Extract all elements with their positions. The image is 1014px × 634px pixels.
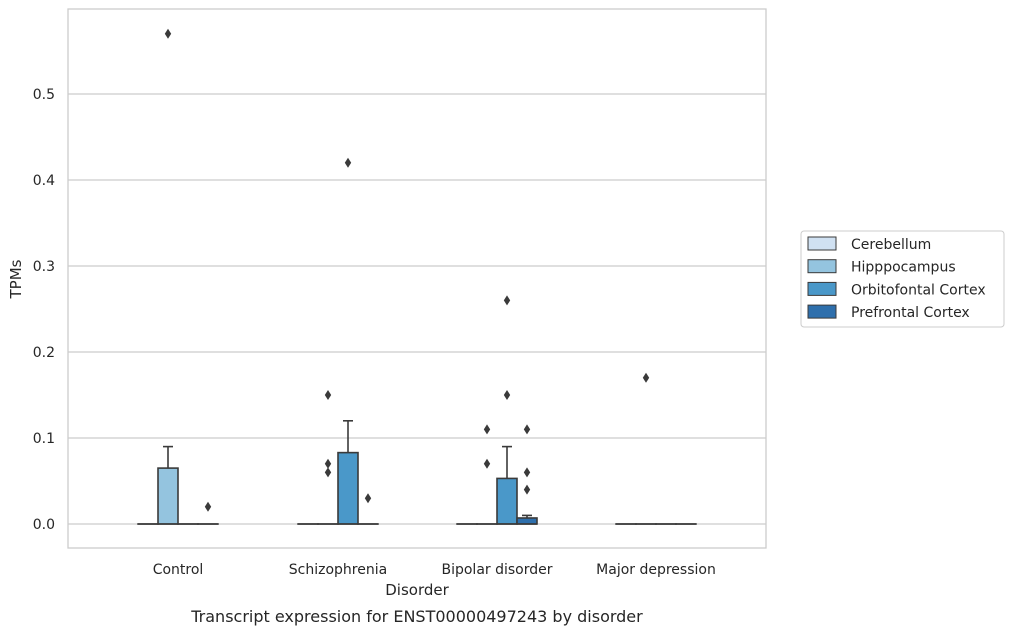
outlier-point — [483, 424, 491, 435]
box-hipppocampus — [317, 390, 339, 525]
outlier-point — [324, 390, 332, 400]
box-orbitofontal-cortex — [337, 157, 359, 525]
y-tick-label: 0.4 — [33, 173, 55, 189]
outlier-point — [324, 458, 332, 469]
plot-frame — [67, 8, 767, 549]
y-axis-label: TPMs — [7, 259, 25, 299]
figure-caption: Transcript expression for ENST0000049724… — [190, 607, 643, 626]
legend-swatch — [807, 259, 837, 274]
legend: Cerebellum Hipppocampus Orbitofontal Corte… — [800, 230, 1005, 328]
grid — [68, 93, 766, 525]
box-body — [496, 477, 518, 525]
outlier-point — [503, 295, 511, 306]
x-tick-label: Bipolar disorder — [441, 562, 552, 578]
outlier-point — [523, 484, 531, 495]
legend-label: Hipppocampus — [851, 260, 956, 276]
x-tick-label: Control — [153, 562, 204, 578]
box-hipppocampus — [476, 424, 498, 525]
boxes — [137, 28, 697, 525]
outlier-point — [503, 390, 511, 400]
legend-swatch — [807, 281, 837, 296]
box-body — [337, 451, 359, 525]
x-ticks: Control Schizophrenia Bipolar disorder Majo… — [153, 562, 716, 578]
legend-label: Cerebellum — [851, 237, 931, 253]
legend-label: Prefrontal Cortex — [851, 305, 970, 321]
x-axis-label: Disorder — [385, 581, 449, 599]
x-tick-label: Schizophrenia — [289, 562, 387, 578]
legend-label: Orbitofontal Cortex — [851, 282, 986, 298]
y-ticks: 0.0 0.1 0.2 0.3 0.4 0.5 — [33, 87, 55, 533]
outlier-point — [364, 493, 372, 504]
outlier-point — [642, 372, 650, 383]
outlier-point — [523, 467, 531, 478]
legend-frame — [800, 230, 1005, 328]
outlier-point — [344, 157, 352, 168]
legend-swatch — [807, 236, 837, 251]
box-hipppocampus — [635, 372, 657, 525]
box-body — [516, 517, 538, 525]
box-orbitofontal-cortex — [496, 295, 518, 525]
legend-swatch — [807, 304, 837, 319]
outlier-point — [483, 458, 491, 469]
box-prefrontal-cortex — [357, 493, 379, 525]
y-tick-label: 0.5 — [33, 87, 55, 103]
box-prefrontal-cortex — [516, 424, 538, 525]
outlier-point — [324, 467, 332, 478]
y-tick-label: 0.0 — [33, 517, 55, 533]
y-tick-label: 0.3 — [33, 259, 55, 275]
x-tick-label: Major depression — [596, 562, 716, 578]
y-tick-label: 0.1 — [33, 431, 55, 447]
outlier-point — [164, 28, 172, 39]
y-tick-label: 0.2 — [33, 345, 55, 361]
outlier-point — [523, 424, 531, 435]
outlier-point — [204, 501, 212, 512]
box-hipppocampus — [157, 28, 179, 525]
box-prefrontal-cortex — [197, 501, 219, 525]
box-body — [157, 467, 179, 525]
